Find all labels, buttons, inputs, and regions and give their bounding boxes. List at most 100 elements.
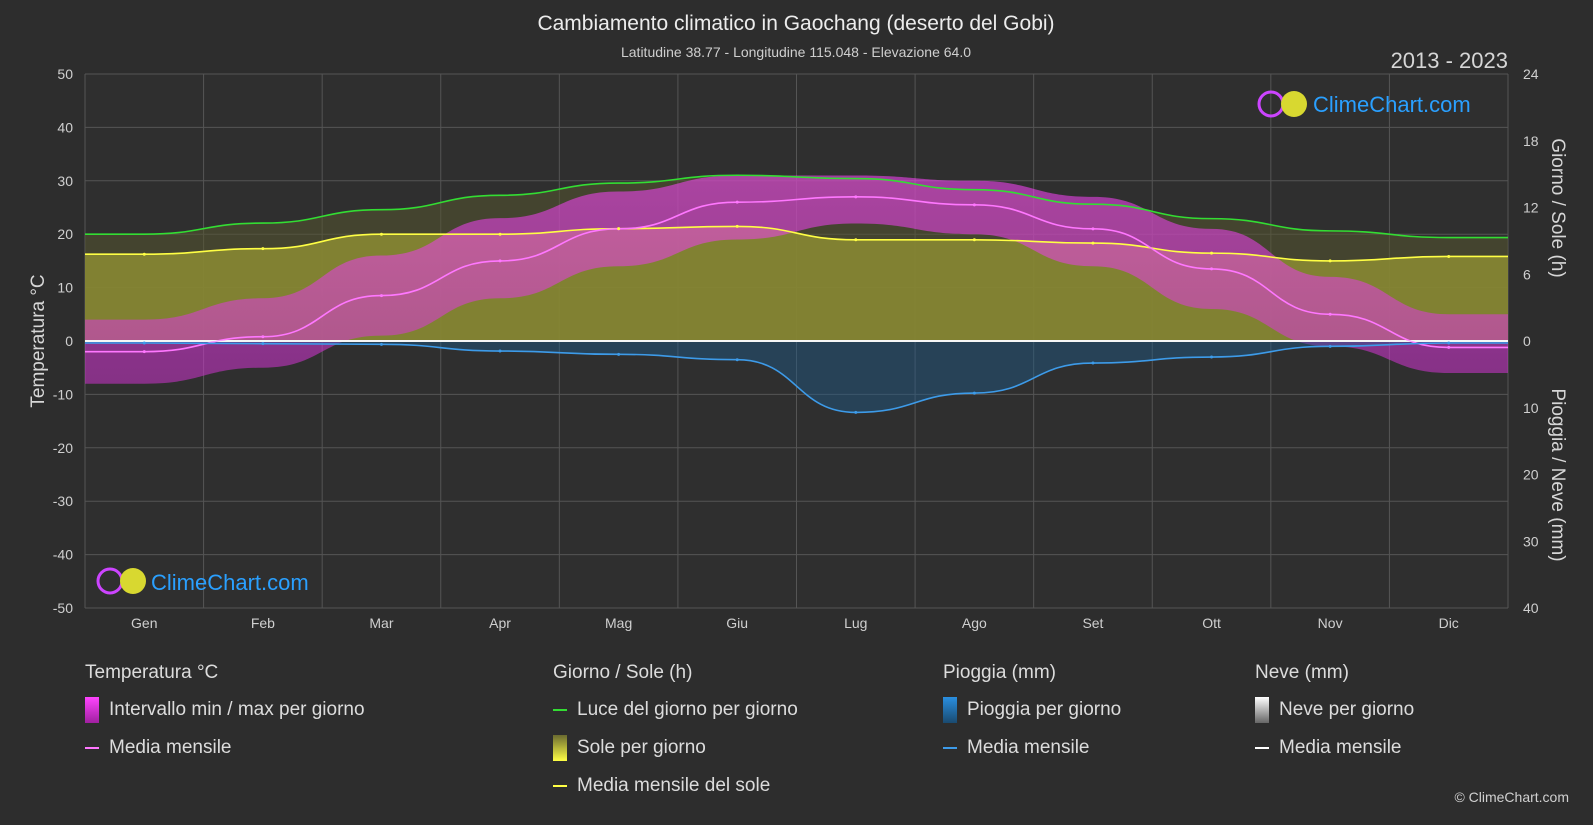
y-axis-left-label: Temperatura °C: [28, 274, 49, 407]
y-tick-right-hours: 12: [1523, 200, 1539, 216]
x-tick-label: Nov: [1318, 615, 1343, 631]
y-tick-left: -30: [53, 493, 73, 509]
chart-title: Cambiamento climatico in Gaochang (deser…: [537, 12, 1054, 35]
temp-mean-point: [735, 200, 739, 204]
sun-mean-point: [142, 252, 146, 256]
sun-mean-point: [617, 227, 621, 231]
temp-mean-point: [972, 203, 976, 207]
legend-item-snow: Neve per giorno: [1255, 697, 1415, 723]
temp-mean-point: [1091, 227, 1095, 231]
sun-swatch: [553, 735, 567, 761]
legend-item-sun-mean: Media mensile del sole: [553, 774, 798, 798]
y-tick-right-precip: 20: [1523, 467, 1539, 483]
legend-item-rain-mean: Media mensile: [943, 736, 1121, 760]
y-tick-right-hours: 0: [1523, 333, 1531, 349]
y-tick-right-precip: 30: [1523, 533, 1539, 549]
rain-mean-swatch: [943, 747, 957, 749]
legend-label: Media mensile: [967, 737, 1090, 758]
temp-mean-point: [261, 335, 265, 339]
legend-title-rain: Pioggia (mm): [943, 662, 1056, 683]
y-tick-right-hours: 24: [1523, 66, 1539, 82]
sun-mean-point: [498, 232, 502, 236]
legend-title-temperature: Temperatura °C: [85, 662, 219, 683]
rain-mean-point: [735, 358, 739, 362]
daylight-swatch: [553, 709, 567, 711]
temp-range-swatch: [85, 697, 99, 723]
snow-mean-swatch: [1255, 747, 1269, 749]
legend-title-sun: Giorno / Sole (h): [553, 662, 693, 683]
sun-mean-point: [972, 238, 976, 242]
legend-label: Intervallo min / max per giorno: [109, 699, 365, 720]
legend-label: Media mensile del sole: [577, 775, 771, 796]
y-tick-left: 30: [57, 173, 73, 189]
legend-rain: Pioggia (mm) Pioggia per giorno Media me…: [943, 662, 1121, 774]
y-tick-left: 50: [57, 66, 73, 82]
temp-mean-point: [498, 259, 502, 263]
rain-mean-point: [1091, 361, 1095, 365]
year-range: 2013 - 2023: [1391, 48, 1508, 73]
sun-mean-point: [1328, 259, 1332, 263]
rain-mean-point: [972, 391, 976, 395]
rain-mean-point: [261, 342, 265, 346]
rain-mean-point: [498, 349, 502, 353]
legend-label: Sole per giorno: [577, 737, 706, 758]
x-tick-label: Lug: [844, 615, 867, 631]
rain-mean-point: [854, 410, 858, 414]
x-tick-label: Gen: [131, 615, 157, 631]
temp-mean-point: [854, 195, 858, 199]
temp-mean-point: [142, 350, 146, 354]
y-tick-right-precip: 10: [1523, 400, 1539, 416]
data-layer: [85, 174, 1508, 414]
temp-mean-line: [85, 196, 1508, 353]
legend-label: Neve per giorno: [1279, 699, 1415, 720]
y-tick-left: 0: [65, 333, 73, 349]
sun-mean-point: [1091, 241, 1095, 245]
daylight-line: [85, 174, 1508, 239]
temp-mean-point: [379, 294, 383, 298]
y-tick-left: -40: [53, 547, 73, 563]
legend-sun: Giorno / Sole (h) Luce del giorno per gi…: [553, 662, 798, 812]
brand-logo-top[interactable]: ClimeChart.com: [1257, 90, 1471, 118]
y-tick-left: -50: [53, 600, 73, 616]
y-tick-left: -10: [53, 386, 73, 402]
logo-sun-icon: [120, 568, 146, 594]
rain-mean-point: [1210, 355, 1214, 359]
sun-mean-point: [1447, 254, 1451, 258]
y-tick-left: 10: [57, 280, 73, 296]
sun-mean-point: [735, 224, 739, 228]
sun-mean-point: [1210, 251, 1214, 255]
copyright: © ClimeChart.com: [1454, 789, 1569, 805]
legend-label: Pioggia per giorno: [967, 699, 1122, 720]
sun-mean-point: [379, 232, 383, 236]
x-tick-label: Dic: [1439, 615, 1459, 631]
legend-temperature: Temperatura °C Intervallo min / max per …: [85, 662, 365, 774]
logo-sun-icon: [1281, 91, 1307, 117]
legend-label: Luce del giorno per giorno: [577, 699, 798, 720]
rain-mean-point: [142, 341, 146, 345]
sun-mean-swatch: [553, 785, 567, 787]
x-tick-label: Set: [1082, 615, 1103, 631]
x-tick-label: Giu: [726, 615, 748, 631]
rain-mean-point: [617, 352, 621, 356]
legend-item-daylight: Luce del giorno per giorno: [553, 698, 798, 722]
brand-logo-bottom[interactable]: ClimeChart.com: [96, 567, 309, 595]
temp-mean-point: [1328, 312, 1332, 316]
temp-mean-point: [1210, 267, 1214, 271]
snow-swatch: [1255, 697, 1269, 723]
rain-mean-point: [1447, 341, 1451, 345]
rain-mean-point: [379, 342, 383, 346]
x-tick-label: Ago: [962, 615, 987, 631]
y-tick-left: 20: [57, 226, 73, 242]
legend-item-temp-range: Intervallo min / max per giorno: [85, 697, 365, 723]
sun-mean-point: [261, 247, 265, 251]
y-tick-left: 40: [57, 119, 73, 135]
brand-name-top: ClimeChart.com: [1313, 92, 1471, 117]
x-tick-label: Apr: [489, 615, 511, 631]
legend-snow: Neve (mm) Neve per giorno Media mensile: [1255, 662, 1414, 774]
sun-mean-point: [854, 238, 858, 242]
legend-item-temp-mean: Media mensile: [85, 736, 365, 760]
chart-subtitle: Latitudine 38.77 - Longitudine 115.048 -…: [621, 44, 971, 60]
y-tick-right-hours: 6: [1523, 266, 1531, 282]
x-tick-label: Ott: [1202, 615, 1221, 631]
